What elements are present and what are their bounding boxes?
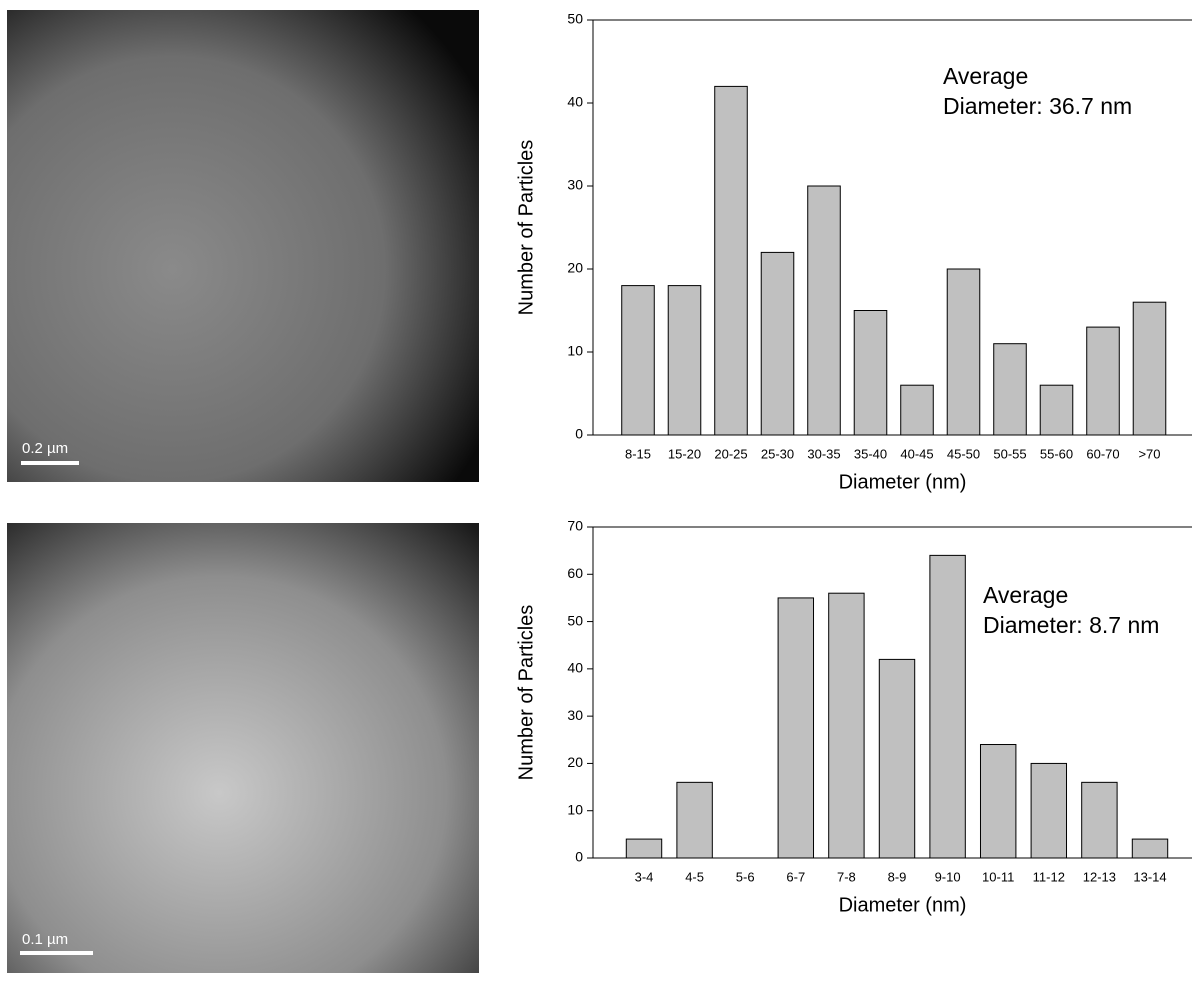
x-tick-label: 3-4 [635,869,654,884]
x-tick-label: 10-11 [982,869,1014,884]
x-tick-label: 8-9 [888,869,907,884]
scale-bar-label: 0.2 µm [22,440,68,457]
annotation: Average [983,582,1068,608]
bar [1039,384,1074,436]
x-tick-label: 11-12 [1033,869,1065,884]
y-tick-label: 20 [567,754,583,770]
bar [1132,301,1167,436]
y-tick-label: 50 [567,612,583,628]
x-tick-label: >70 [1138,446,1160,461]
bar [676,781,713,859]
x-tick-label: 5-6 [736,869,755,884]
y-tick-label: 40 [567,94,583,110]
x-tick-label: 50-55 [993,446,1026,461]
x-tick-label: 25-30 [761,446,794,461]
x-tick-label: 20-25 [714,446,747,461]
x-tick-label: 7-8 [837,869,856,884]
x-axis-label: Diameter (nm) [839,471,967,493]
bar [853,310,888,436]
bar [667,285,702,436]
bar [760,251,795,436]
bar [807,185,841,436]
x-tick-label: 55-60 [1040,446,1073,461]
bar [1086,326,1120,436]
y-axis-label: Number of Particles [515,140,537,316]
bar [777,597,815,859]
y-tick-label: 70 [567,518,583,534]
x-tick-label: 6-7 [786,869,805,884]
bar [878,658,916,859]
y-tick-label: 30 [567,177,583,193]
x-tick-label: 13-14 [1133,869,1166,884]
x-tick-label: 30-35 [807,446,840,461]
y-tick-label: 10 [567,343,583,359]
annotation: Diameter: 36.7 nm [943,93,1132,119]
bar [979,744,1017,859]
bar [900,384,934,436]
y-tick-label: 40 [567,660,583,676]
y-tick-label: 0 [575,849,583,865]
y-tick-label: 0 [575,426,583,442]
x-tick-label: 4-5 [685,869,704,884]
bar [621,285,655,436]
annotation: Diameter: 8.7 nm [983,612,1159,638]
y-tick-label: 30 [567,707,583,723]
scale-bar-label: 0.1 µm [22,931,68,948]
x-tick-label: 45-50 [947,446,980,461]
x-axis-label: Diameter (nm) [839,894,967,916]
bar [1030,762,1068,859]
y-axis-label: Number of Particles [515,605,537,781]
y-tick-label: 10 [567,801,583,817]
micrograph-image [7,523,479,973]
bar [929,554,966,859]
y-tick-label: 20 [567,260,583,276]
x-tick-label: 15-20 [668,446,701,461]
bar [625,838,663,859]
bar [1131,838,1169,859]
x-tick-label: 12-13 [1083,869,1116,884]
x-tick-label: 8-15 [625,446,651,461]
bar [828,592,865,859]
y-tick-label: 60 [567,565,583,581]
x-tick-label: 40-45 [900,446,933,461]
annotation: Average [943,63,1028,89]
y-tick-label: 50 [567,11,583,27]
x-tick-label: 60-70 [1086,446,1119,461]
bar [946,268,981,436]
bar [993,343,1027,436]
bar [1081,781,1118,859]
x-tick-label: 9-10 [935,869,961,884]
micrograph-image [7,10,479,482]
bar [714,85,748,436]
micrograph: 0.2 µm [7,10,479,482]
micrograph: 0.1 µm [7,523,479,973]
x-tick-label: 35-40 [854,446,887,461]
